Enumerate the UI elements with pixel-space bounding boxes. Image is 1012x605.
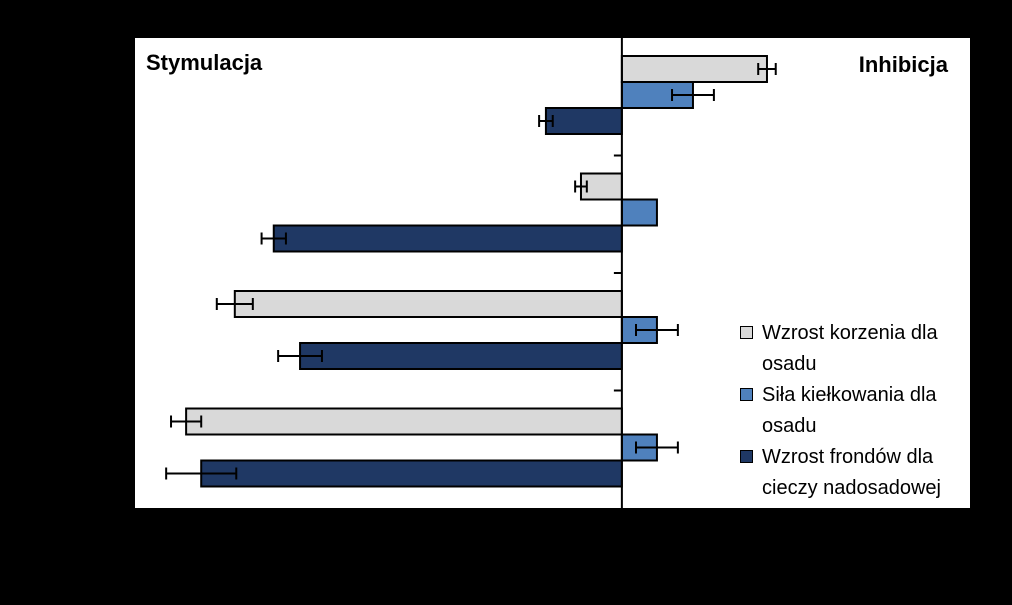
error-bar xyxy=(574,180,588,193)
legend-item: Wzrost korzenia dla osadu xyxy=(740,318,970,380)
error-bar xyxy=(277,350,323,362)
error-bar xyxy=(215,298,254,310)
legend-label: Wzrost frondów dla cieczy nadosadowej xyxy=(762,446,941,499)
bar xyxy=(185,407,623,436)
legend-label: Wzrost korzenia dla osadu xyxy=(762,322,938,375)
legend-swatch xyxy=(740,450,753,463)
bar xyxy=(544,107,623,135)
error-bar xyxy=(260,232,287,245)
annotation: Inhibicja xyxy=(859,52,949,77)
error-bar xyxy=(635,441,679,454)
error-bar xyxy=(671,89,715,101)
bar xyxy=(272,224,623,253)
error-bar xyxy=(757,63,777,75)
bar xyxy=(620,198,658,227)
legend-swatch xyxy=(740,326,753,339)
bar xyxy=(200,459,623,488)
error-bar xyxy=(538,115,554,127)
bar xyxy=(233,290,623,318)
legend-label: Siła kiełkowania dla osadu xyxy=(762,384,937,437)
bar xyxy=(299,342,623,370)
bar xyxy=(620,55,768,83)
legend-swatch xyxy=(740,388,753,401)
legend-item: Wzrost frondów dla cieczy nadosadowej xyxy=(740,442,970,504)
annotation: Stymulacja xyxy=(146,50,263,75)
legend: Wzrost korzenia dla osadu Siła kiełkowani… xyxy=(740,318,970,504)
error-bar xyxy=(635,324,679,336)
legend-item: Siła kiełkowania dla osadu xyxy=(740,380,970,442)
error-bar xyxy=(170,415,203,428)
error-bar xyxy=(165,467,238,480)
